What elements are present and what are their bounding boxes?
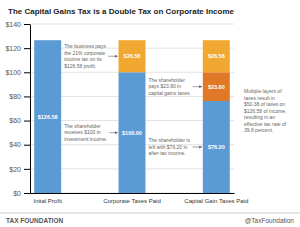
y-tick-mark [24,193,30,194]
footer-right: @TaxFoundation [245,217,295,224]
annotation-arrow [109,132,117,133]
y-tick: $80 [9,93,30,100]
y-tick: $40 [9,141,30,148]
data-label: $23.80 [208,84,225,90]
y-tick-label: $120 [5,45,21,52]
bar [119,72,146,193]
y-tick-mark [24,24,30,25]
y-tick-mark [24,121,30,122]
y-tick-label: $20 [9,166,21,173]
data-label: $126.58 [38,114,58,120]
annotation-arrows [108,56,201,147]
annotation-line: The shareholder [64,123,101,129]
annotation-line: effective tax rate of [244,121,287,127]
annotation-line: capital gains taxes. [148,90,191,96]
footer-left: TAX FOUNDATION [6,217,63,224]
y-tick: $120 [5,45,30,52]
y-tick-label: $0 [13,190,21,197]
annotation-line: Multiple layers of [244,88,282,94]
y-tick-mark [24,169,30,170]
x-tick-label: Corporate Taxes Paid [103,198,161,204]
y-tick-label: $60 [9,117,21,124]
y-tick-mark [24,48,30,49]
y-tick: $100 [5,69,30,76]
bar [203,101,230,193]
annotation-line: after-tax income. [148,150,185,156]
annotation-line: resulting in an [244,114,275,120]
y-tick-label: $140 [5,21,21,28]
annotation: The shareholderreceives $100 ininvestmen… [64,123,107,142]
x-tick-label: Capital Gain Taxes Paid [184,198,248,204]
annotation: The business paysthe 21% corporateincome… [64,43,106,68]
x-tick-label: Inital Profit [34,198,63,204]
annotation-line: taxes result in [244,95,275,101]
annotation: The shareholder isleft with $76.20 inaft… [148,137,190,156]
annotation-arrow [192,147,201,148]
annotation-line: $126.58 profit. [64,63,96,69]
data-labels: $126.58 $100.00 $76.20 $23.80 $26.58 $26.58 [38,53,225,150]
y-axis-line [30,25,31,194]
footer-rule [0,213,300,214]
annotation: Multiple layers oftaxes result in$50.38 … [244,88,287,133]
y-tick-mark [24,96,30,97]
bars [34,40,230,193]
y-tick: $0 [13,190,30,197]
y-tick-label: $80 [9,93,21,100]
y-tick-label: $100 [5,69,21,76]
y-tick: $60 [9,117,30,124]
data-label: $26.58 [124,53,141,59]
bar [203,72,230,101]
y-tick-label: $40 [9,141,21,148]
annotation-line: the 21% corporate [64,50,105,56]
annotation-line: left with $76.20 in [148,144,187,150]
y-axis: $0 $20 $40 $60 $80 $100 $120 $140 [5,21,30,197]
annotation-line: 39.8 percent. [244,127,273,133]
annotation-line: receives $100 in [64,129,101,135]
chart-container: The Capital Gains Tax is a Double Tax on… [0,0,300,227]
x-axis: Inital Profit Corporate Taxes Paid Capital… [31,194,249,205]
data-label: $76.20 [208,144,225,150]
y-tick-mark [24,72,30,73]
grid [30,24,234,193]
annotation-line: investment income. [64,136,107,142]
bar [119,40,146,72]
annotation-arrow [108,56,117,57]
y-tick: $140 [5,21,30,28]
x-tick: Corporate Taxes Paid [103,198,161,204]
x-tick: Capital Gain Taxes Paid [184,198,248,204]
annotation-line: $126.58 of income, [244,108,287,114]
annotation-line: $50.38 of taxes on [244,101,285,107]
bar [34,40,61,193]
title: The Capital Gains Tax is a Double Tax on… [8,7,235,16]
plot: $126.58 $100.00 $76.20 $23.80 $26.58 $26.58 $0… [5,21,286,205]
annotation-line: income tax on its [64,56,102,62]
x-tick: Inital Profit [34,198,63,204]
chart-svg: The Capital Gains Tax is a Double Tax on… [0,0,300,227]
annotation: The shareholderpays $23.80 incapital gai… [148,77,191,96]
y-tick: $20 [9,166,30,173]
annotation-line: pays $23.80 in [148,83,181,89]
x-axis-line [31,193,235,194]
annotation-line: The shareholder is [148,137,190,143]
annotation-line: The business pays [64,43,106,49]
data-label: $26.58 [208,53,225,59]
bar [203,40,230,72]
y-tick-mark [24,145,30,146]
annotation-line: The shareholder [148,77,185,83]
annotation-arrow [193,86,202,87]
grid-line [30,24,234,25]
data-label: $100.00 [122,130,142,136]
